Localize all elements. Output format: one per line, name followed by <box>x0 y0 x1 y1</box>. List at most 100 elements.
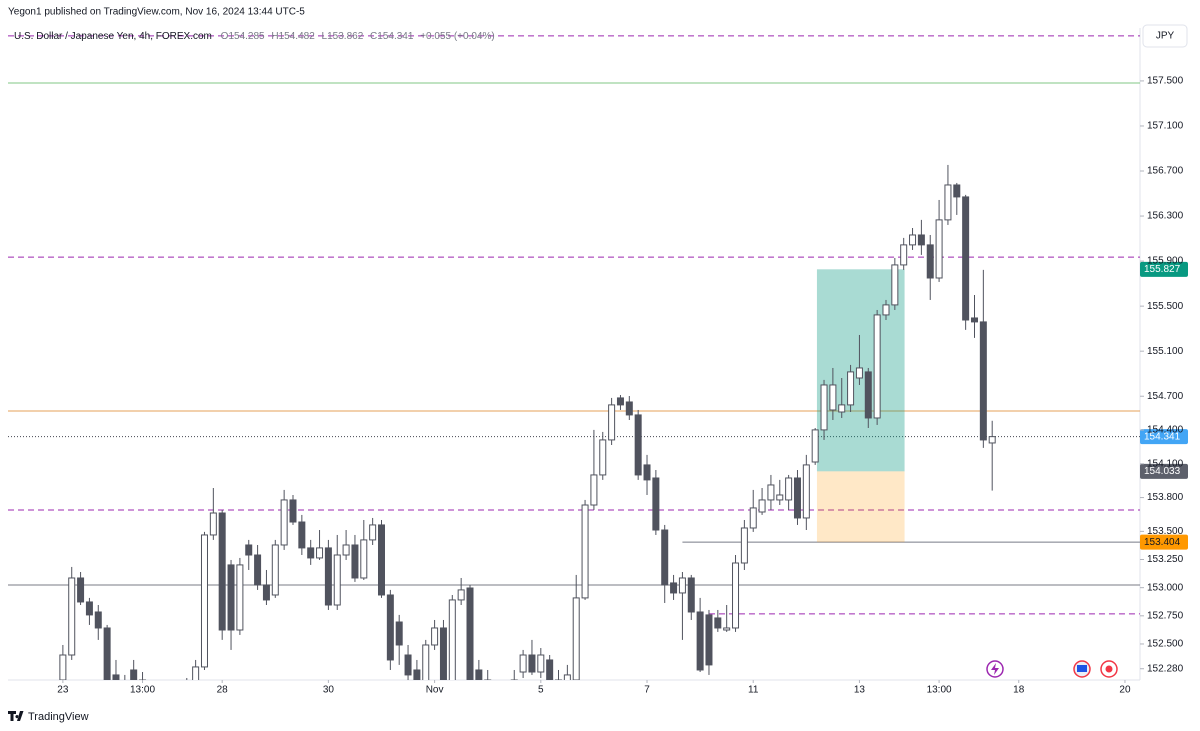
candle-body <box>670 582 678 594</box>
ohlc-close: C154.341 <box>370 31 414 42</box>
candle-body <box>475 669 483 680</box>
candle-body <box>59 654 67 680</box>
price-badge-label: 153.404 <box>1144 537 1181 548</box>
candle-body <box>572 597 580 680</box>
candle-body <box>829 384 837 411</box>
candle-body <box>723 627 731 631</box>
price-badge <box>1140 534 1188 550</box>
brand-logo <box>8 711 24 721</box>
candle-body <box>785 477 793 501</box>
candle-body <box>307 547 315 559</box>
candle-body <box>714 617 722 629</box>
candle-body <box>740 527 748 564</box>
symbol: U.S. Dollar / Japanese Yen, 4h, FOREX.co… <box>14 31 212 42</box>
candle-body <box>94 611 102 629</box>
x-tick-label: 23 <box>57 685 69 696</box>
y-tick-label: 155.500 <box>1147 301 1184 312</box>
candle-body <box>324 547 332 606</box>
candle-body <box>112 674 120 680</box>
candle-body <box>616 397 624 406</box>
candle-body <box>316 547 324 559</box>
candle-body <box>935 219 943 279</box>
currency-label[interactable]: JPY <box>1156 31 1175 42</box>
y-tick-label: 153.800 <box>1147 492 1184 503</box>
event-icon-glyph <box>991 663 999 675</box>
ohlc-high: H154.482 <box>271 31 315 42</box>
candle-body <box>466 587 474 680</box>
candle-body <box>705 614 713 666</box>
price-badge-label: 154.341 <box>1144 431 1181 442</box>
y-tick-label: 153.250 <box>1147 554 1184 565</box>
candle-body <box>962 196 970 321</box>
y-tick-label: 157.100 <box>1147 121 1184 132</box>
candle-body <box>944 184 952 221</box>
candle-body <box>917 234 925 246</box>
x-tick-label: Nov <box>426 685 444 696</box>
candle-body <box>590 474 598 506</box>
x-tick-label: 18 <box>1013 685 1025 696</box>
candle-body <box>333 554 341 606</box>
y-tick-label: 153.000 <box>1147 582 1184 593</box>
currency-button[interactable] <box>1142 24 1188 48</box>
candle-body <box>563 674 571 680</box>
candle-body <box>767 484 775 501</box>
candle-body <box>360 539 368 579</box>
candle-body <box>687 577 695 613</box>
candle-body <box>838 404 846 413</box>
candle-body <box>661 529 669 586</box>
candle-body <box>811 429 819 463</box>
candle-body <box>457 589 465 601</box>
stop-zone <box>816 471 905 543</box>
candle-body <box>926 244 934 279</box>
y-tick-label: 156.700 <box>1147 166 1184 177</box>
event-icon[interactable] <box>986 660 1004 678</box>
y-tick-label: 154.100 <box>1147 458 1184 469</box>
candle-body <box>77 577 85 603</box>
x-tick-label: 20 <box>1119 685 1131 696</box>
price-badge <box>1140 261 1188 277</box>
candle-body <box>599 439 607 476</box>
ohlc-change: +0.055 (+0.04%) <box>420 31 495 42</box>
candle-body <box>864 371 872 419</box>
candle-body <box>608 404 616 441</box>
legend: U.S. Dollar / Japanese Yen, 4h, FOREX.co… <box>14 31 495 42</box>
y-tick-label: 152.750 <box>1147 610 1184 621</box>
candle-body <box>227 564 235 631</box>
y-tick-label: 155.100 <box>1147 346 1184 357</box>
candle-body <box>218 512 226 631</box>
candle-body <box>776 494 784 501</box>
candle-body <box>192 666 200 680</box>
candle-body <box>289 499 297 523</box>
candle-body <box>643 464 651 481</box>
candle-body <box>271 544 279 596</box>
x-tick-label: 7 <box>644 685 650 696</box>
candle-body <box>351 544 359 579</box>
candle-body <box>678 577 686 594</box>
price-badge <box>1140 429 1188 445</box>
record-glyph <box>1105 665 1113 673</box>
candle-body <box>732 562 740 629</box>
price-badge <box>1140 463 1188 479</box>
candle-body <box>979 321 987 441</box>
plot-area <box>8 35 1140 680</box>
x-tick-label: 13:00 <box>130 685 155 696</box>
candle-body <box>280 499 288 546</box>
candle-body <box>546 659 554 680</box>
x-tick-label: 13:00 <box>927 685 952 696</box>
candle-body <box>820 384 828 431</box>
candle-body <box>882 304 890 316</box>
candle-body <box>970 317 978 323</box>
candle-body <box>209 512 217 536</box>
candle-body <box>200 534 208 668</box>
candle-body <box>519 654 527 673</box>
candle-body <box>395 621 403 646</box>
x-tick-label: 13 <box>854 685 866 696</box>
candle-body <box>422 644 430 680</box>
brand-glyph <box>8 711 24 721</box>
event-icons <box>986 660 1118 678</box>
candle-body <box>85 601 93 616</box>
y-tick-label: 153.500 <box>1147 526 1184 537</box>
candle-body <box>404 654 412 676</box>
candle-body <box>793 477 801 519</box>
